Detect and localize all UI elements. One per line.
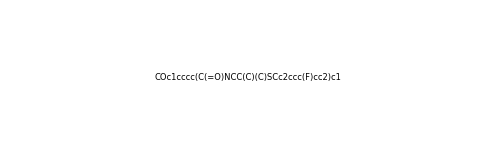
Text: COc1cccc(C(=O)NCC(C)(C)SCc2ccc(F)cc2)c1: COc1cccc(C(=O)NCC(C)(C)SCc2ccc(F)cc2)c1	[155, 73, 341, 81]
